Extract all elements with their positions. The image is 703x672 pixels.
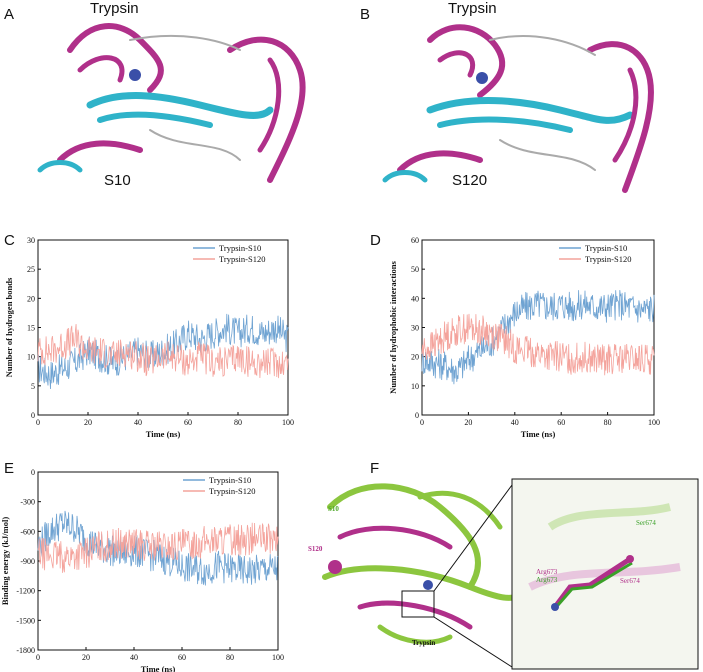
- x-tick-label: 100: [282, 418, 294, 427]
- structure-image-b: [382, 24, 654, 193]
- panel-f-ser674-green-label: Ser674: [636, 519, 656, 527]
- y-axis-label: Number of hydrogen bonds: [4, 277, 14, 377]
- panel-a-trypsin-label: Trypsin: [90, 0, 139, 17]
- y-tick-label: 0: [31, 468, 35, 477]
- x-tick-label: 20: [464, 418, 472, 427]
- y-tick-label: -1800: [16, 646, 35, 655]
- y-axis-label: Number of hydrophobic interactions: [388, 261, 398, 394]
- y-tick-label: -1200: [16, 587, 35, 596]
- structure-image-a: [37, 23, 306, 183]
- panel-f-labels: S10 S120 Trypsin Ser674 Arg673 Arg673 Se…: [308, 505, 656, 647]
- y-tick-label: 30: [411, 324, 419, 333]
- x-axis-label: Time (ns): [146, 429, 181, 439]
- series-line-2: [421, 313, 655, 376]
- x-axis-label: Time (ns): [521, 429, 556, 439]
- panel-b-trypsin-label: Trypsin: [448, 0, 497, 17]
- panel-f-ser674-magenta-label: Ser674: [620, 577, 640, 585]
- panel-letter-f: F: [370, 460, 380, 477]
- legend-label: Trypsin-S10: [209, 475, 251, 485]
- panel-f-arg673-green-label: Arg673: [536, 576, 558, 584]
- panel-f-s120-label: S120: [308, 545, 323, 553]
- y-tick-label: -1500: [16, 616, 35, 625]
- y-tick-label: 30: [27, 236, 35, 245]
- panel-letter-d: D: [370, 232, 381, 249]
- x-tick-label: 100: [648, 418, 660, 427]
- y-tick-label: -600: [20, 527, 35, 536]
- structure-image-f: [322, 478, 699, 670]
- panel-f-s10-label: S10: [328, 505, 339, 513]
- x-tick-label: 80: [234, 418, 242, 427]
- x-tick-label: 20: [82, 653, 90, 662]
- panel-b-s120-label: S120: [452, 172, 488, 189]
- y-axis-label: Binding energy (kJ/mol): [0, 517, 10, 605]
- y-tick-label: -300: [20, 498, 35, 507]
- x-tick-label: 100: [272, 653, 284, 662]
- panel-letter-b: B: [360, 6, 371, 23]
- series-line-1: [421, 290, 655, 385]
- x-tick-label: 60: [557, 418, 565, 427]
- x-tick-label: 60: [178, 653, 186, 662]
- y-tick-label: 0: [31, 411, 35, 420]
- y-tick-label: 50: [411, 265, 419, 274]
- y-tick-label: 60: [411, 236, 419, 245]
- series-line-2: [37, 522, 279, 573]
- x-tick-label: 80: [604, 418, 612, 427]
- y-tick-label: 15: [27, 324, 35, 333]
- legend-label: Trypsin-S10: [219, 243, 261, 253]
- y-tick-label: 20: [411, 353, 419, 362]
- y-tick-label: 40: [411, 294, 419, 303]
- panel-letter-c: C: [4, 232, 15, 249]
- x-tick-label: 40: [134, 418, 142, 427]
- panel-letter-e: E: [4, 460, 15, 477]
- x-tick-label: 0: [36, 418, 40, 427]
- y-tick-label: 10: [411, 382, 419, 391]
- x-axis-label: Time (ns): [141, 664, 176, 672]
- x-tick-label: 20: [84, 418, 92, 427]
- y-tick-label: 0: [415, 411, 419, 420]
- x-tick-label: 0: [420, 418, 424, 427]
- legend-label: Trypsin-S120: [219, 254, 265, 264]
- y-tick-label: 5: [31, 382, 35, 391]
- binding-energy-chart: 0 20 40 60 80 100 0 -300 -600 -900 -1200 -1500 -1800…: [0, 468, 284, 672]
- x-tick-label: 0: [36, 653, 40, 662]
- y-tick-label: 20: [27, 294, 35, 303]
- x-tick-label: 40: [130, 653, 138, 662]
- panel-f-arg673-magenta-label: Arg673: [536, 568, 558, 576]
- x-tick-label: 80: [226, 653, 234, 662]
- legend-label: Trypsin-S120: [209, 486, 255, 496]
- panel-f-trypsin-label: Trypsin: [412, 639, 435, 647]
- x-tick-label: 60: [184, 418, 192, 427]
- x-tick-label: 40: [511, 418, 519, 427]
- y-tick-label: -900: [20, 557, 35, 566]
- legend-label: Trypsin-S120: [585, 254, 631, 264]
- y-tick-label: 25: [27, 265, 35, 274]
- y-tick-label: 10: [27, 353, 35, 362]
- series-line-2: [37, 324, 289, 379]
- hydrogen-bonds-chart: 0 20 40 60 80 100 0 5 10 15 20 25 30 Time (ns) Number …: [4, 236, 294, 439]
- panel-letter-a: A: [4, 6, 15, 23]
- legend-label: Trypsin-S10: [585, 243, 627, 253]
- panel-a-s10-label: S10: [104, 172, 131, 189]
